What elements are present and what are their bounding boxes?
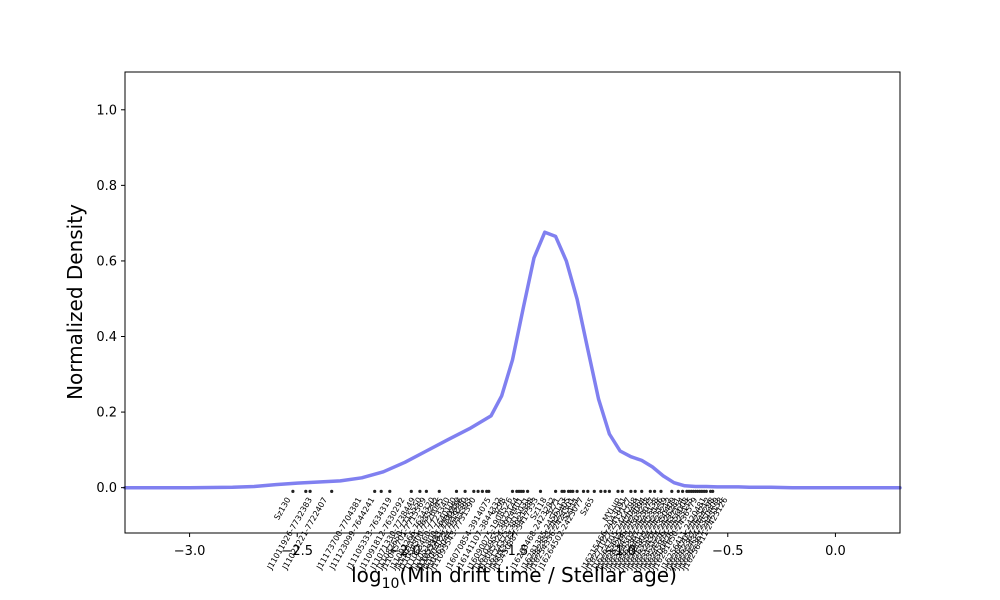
x-tick-label: −1.0: [604, 544, 636, 559]
x-axis-title: log10(Min drift time / Stellar age): [351, 563, 677, 592]
star-marker: [379, 489, 383, 493]
star-marker: [487, 489, 491, 493]
star-marker: [463, 489, 467, 493]
star-marker: [304, 489, 308, 493]
star-marker: [480, 489, 484, 493]
y-tick-label: 0.6: [96, 254, 117, 269]
star-marker: [581, 489, 586, 493]
x-axis: −3.0 −2.5 −2.0 −1.5 −1.0 −0.5 0.0: [174, 533, 846, 559]
star-marker: [691, 489, 695, 493]
star-marker: [702, 489, 706, 493]
star-marker: [607, 489, 612, 493]
star-marker: [586, 489, 590, 493]
star-marker: [409, 489, 413, 493]
star-marker: [659, 489, 663, 493]
x-axis-title-subscript: 10: [382, 576, 400, 592]
star-marker: [515, 489, 519, 493]
star-marker: [575, 489, 579, 493]
x-tick-label: −3.0: [174, 544, 206, 559]
star-marker: [700, 489, 704, 493]
star-marker: [472, 489, 476, 493]
y-axis: 0.0 0.2 0.4 0.6 0.8 1.0: [96, 103, 125, 496]
density-curve: [123, 230, 902, 490]
star-marker: [629, 489, 633, 493]
plot-frame: [124, 71, 901, 534]
star-marker: [330, 489, 334, 493]
star-marker: [620, 489, 624, 493]
x-tick-label: −1.5: [497, 544, 529, 559]
star-marker-layer: [291, 489, 715, 493]
star-marker: [454, 489, 459, 493]
star-marker: [291, 489, 295, 493]
star-marker: [519, 489, 523, 493]
star-marker: [599, 489, 603, 493]
x-tick-label: 0.0: [825, 544, 846, 559]
y-axis-title: Normalized Density: [63, 204, 87, 400]
star-marker: [510, 489, 515, 493]
star-marker: [560, 489, 564, 493]
y-tick-label: 0.0: [96, 481, 117, 496]
star-marker: [648, 489, 652, 493]
star-marker: [526, 489, 530, 493]
star-marker: [554, 489, 558, 493]
star-marker: [653, 489, 657, 493]
star-marker: [373, 489, 377, 493]
star-marker: [571, 489, 575, 493]
star-marker: [437, 489, 441, 493]
star-label: Sz130: [272, 496, 292, 522]
star-marker: [603, 489, 607, 493]
star-label-layer: Sz130J11011926-7732383J11022221-7722407J…: [265, 496, 730, 572]
x-tick-label: −2.0: [389, 544, 421, 559]
star-marker: [681, 489, 685, 493]
y-tick-label: 1.0: [96, 103, 117, 118]
star-marker: [633, 489, 637, 493]
star-marker: [676, 489, 680, 493]
star-marker: [538, 489, 543, 493]
x-tick-label: −2.5: [281, 544, 313, 559]
star-marker: [670, 489, 674, 493]
x-axis-title-prefix: log: [351, 563, 382, 587]
star-marker: [424, 489, 428, 493]
star-marker: [592, 489, 596, 493]
star-marker: [562, 489, 566, 493]
star-marker: [388, 489, 392, 493]
x-axis-title-suffix: (Min drift time / Stellar age): [399, 563, 677, 587]
star-marker: [308, 489, 312, 493]
star-marker: [476, 489, 480, 493]
star-marker: [704, 489, 708, 493]
star-marker: [711, 489, 715, 493]
y-tick-label: 0.2: [96, 406, 117, 421]
star-marker: [696, 489, 700, 493]
y-tick-label: 0.4: [96, 330, 117, 345]
x-tick-label: −0.5: [712, 544, 744, 559]
star-marker: [687, 489, 691, 493]
y-tick-label: 0.8: [96, 179, 117, 194]
star-marker: [418, 489, 422, 493]
star-marker: [616, 489, 620, 493]
star-marker: [640, 489, 644, 493]
star-marker: [521, 489, 525, 493]
star-marker: [569, 489, 573, 493]
